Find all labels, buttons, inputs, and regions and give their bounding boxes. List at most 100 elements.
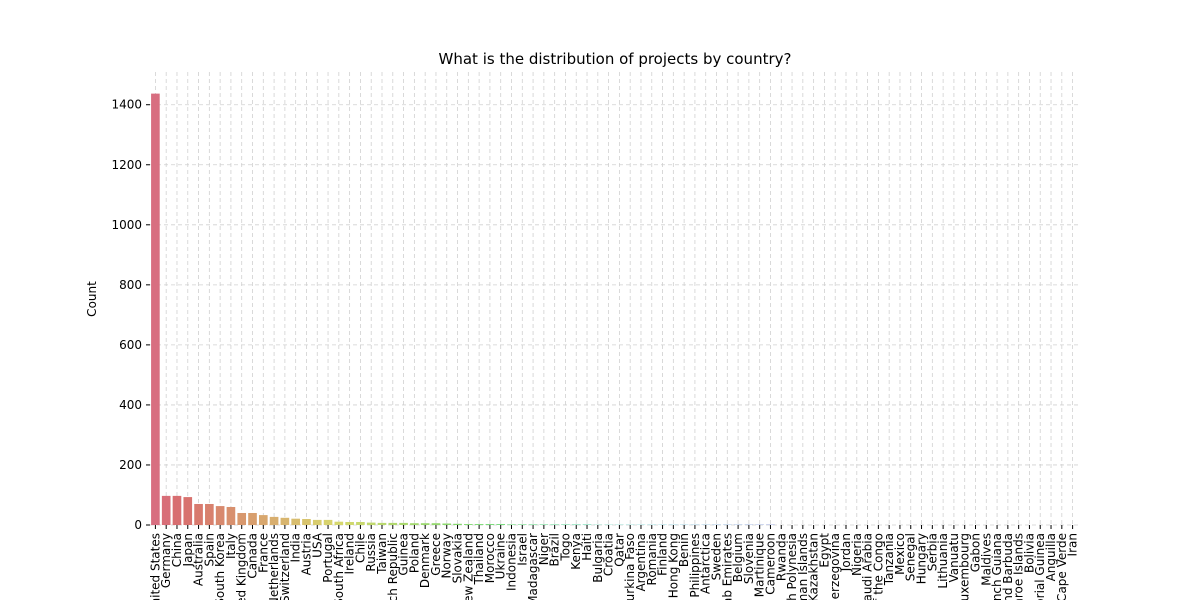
bar	[151, 93, 160, 525]
x-tick-label: Saudi Arabia	[861, 533, 875, 600]
x-tick-label: Bulgaria	[591, 533, 605, 583]
x-tick-label: France	[256, 533, 270, 573]
x-tick-label: Hong Kong	[666, 533, 680, 598]
x-tick-label: Bosnia and Herzegovina	[828, 533, 842, 600]
x-tick-label: Greece	[429, 533, 443, 576]
bar	[172, 495, 182, 525]
x-tick-label: Cape Verde	[1055, 533, 1069, 600]
x-tick-label: Democratic Republic of the Congo	[871, 533, 885, 600]
x-tick-label: Slovenia	[742, 533, 756, 584]
bar	[496, 524, 506, 525]
x-tick-label: Ireland	[343, 533, 357, 575]
bar	[302, 518, 311, 525]
x-tick-label: Sweden	[710, 533, 724, 580]
x-tick-label: Romania	[645, 533, 659, 585]
x-tick-label: Argentina	[634, 533, 648, 592]
x-tick-label: Philippines	[688, 533, 702, 598]
bar	[474, 524, 484, 525]
chart-title: What is the distribution of projects by …	[439, 50, 792, 68]
bar	[161, 495, 171, 525]
x-tick-label: Serbia	[925, 533, 939, 571]
y-tick-label: 800	[119, 278, 142, 292]
bar	[334, 521, 344, 525]
x-tick-label: Togo	[558, 533, 572, 562]
x-tick-label: Thailand	[472, 533, 486, 586]
bar	[183, 497, 193, 525]
bar	[215, 506, 225, 525]
x-tick-label: Mexico	[893, 533, 907, 575]
x-tick-label: Benin	[677, 533, 691, 567]
x-tick-label: United Kingdom	[235, 533, 249, 600]
bar	[248, 512, 257, 525]
x-tick-label: Norway	[440, 533, 454, 579]
bar	[312, 519, 322, 525]
x-tick-label: Anguilla	[1044, 533, 1058, 581]
bar	[431, 523, 441, 525]
bar	[366, 522, 376, 525]
x-tick-label: Morocco	[483, 533, 497, 583]
x-tick-label: Jordan	[839, 533, 853, 572]
bar	[582, 524, 592, 525]
x-tick-label: Senegal	[904, 533, 918, 581]
bar	[323, 519, 333, 525]
y-tick-label: 1200	[111, 158, 142, 172]
x-tick-label: Rwanda	[774, 533, 788, 581]
x-tick-label: Taiwan	[375, 533, 389, 575]
bar	[410, 523, 419, 525]
x-tick-label: Antarctica	[699, 533, 713, 594]
bar	[453, 523, 462, 525]
x-tick-label: South Africa	[332, 533, 346, 600]
bar	[517, 524, 527, 525]
x-tick-label: Czech Republic	[386, 533, 400, 600]
bar	[269, 516, 279, 525]
bar	[485, 524, 495, 525]
y-axis-label: Count	[85, 281, 99, 317]
x-tick-label: Gabon	[968, 533, 982, 572]
x-tick-label: Kazakhstan	[807, 533, 821, 600]
bar	[291, 518, 300, 525]
x-tick-label: Canada	[246, 533, 260, 579]
x-tick-label: South Korea	[213, 533, 227, 600]
x-tick-label: Martinique	[753, 533, 767, 597]
bar	[194, 503, 203, 525]
x-tick-label: China	[170, 533, 184, 567]
x-tick-label: Spain	[202, 533, 216, 567]
x-tick-label: Brazil	[548, 533, 562, 567]
x-tick-label: Cayman Islands	[796, 533, 810, 600]
x-tick-label: Italy	[224, 533, 238, 559]
x-tick-label: Chile	[353, 533, 367, 563]
bar	[345, 521, 354, 525]
x-tick-label: Denmark	[418, 533, 432, 588]
bar	[464, 524, 473, 525]
bar	[377, 522, 387, 525]
bar	[539, 524, 549, 525]
x-tick-label: Antigua and Barbuda	[1001, 533, 1015, 600]
y-tick-label: 1000	[111, 218, 142, 232]
x-tick-label: Belgium	[731, 533, 745, 582]
y-tick-label: 1400	[111, 98, 142, 112]
x-tick-label: Maldives	[979, 533, 993, 586]
x-tick-label: Niger	[537, 533, 551, 565]
x-tick-label: Qatar	[612, 533, 626, 567]
x-tick-label: Finland	[656, 533, 670, 576]
x-tick-label: Austria	[299, 533, 313, 575]
bar	[528, 524, 538, 525]
bar	[205, 503, 214, 525]
x-tick-label: French Polynesia	[785, 533, 799, 600]
x-tick-label: United States	[148, 533, 162, 600]
x-tick-label: Tanzania	[882, 533, 896, 586]
bar	[550, 524, 559, 525]
x-tick-label: Indonesia	[504, 533, 518, 591]
x-tick-label: Croatia	[602, 533, 616, 576]
x-tick-label: Equatorial Guinea	[1033, 533, 1047, 600]
x-tick-label: Australia	[192, 533, 206, 586]
y-tick-label: 400	[119, 398, 142, 412]
bar	[442, 523, 452, 525]
x-tick-label: French Guiana	[990, 533, 1004, 600]
bar	[258, 515, 268, 525]
x-tick-label: Iran	[1066, 533, 1080, 556]
x-tick-label: Egypt	[817, 533, 831, 568]
bar	[399, 522, 408, 525]
bar	[237, 512, 247, 525]
x-tick-label: Madagascar	[526, 533, 540, 600]
